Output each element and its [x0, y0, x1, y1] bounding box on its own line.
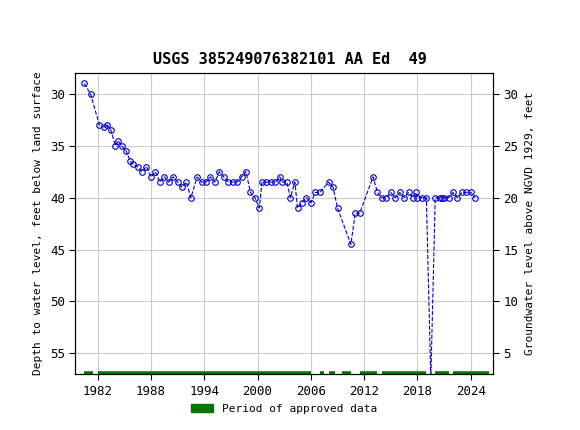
Text: USGS 385249076382101 AA Ed  49: USGS 385249076382101 AA Ed 49 — [153, 52, 427, 67]
Legend: Period of approved data: Period of approved data — [187, 399, 382, 418]
Y-axis label: Groundwater level above NGVD 1929, feet: Groundwater level above NGVD 1929, feet — [525, 92, 535, 355]
Text: ≡USGS: ≡USGS — [12, 16, 78, 36]
Y-axis label: Depth to water level, feet below land surface: Depth to water level, feet below land su… — [33, 72, 43, 375]
